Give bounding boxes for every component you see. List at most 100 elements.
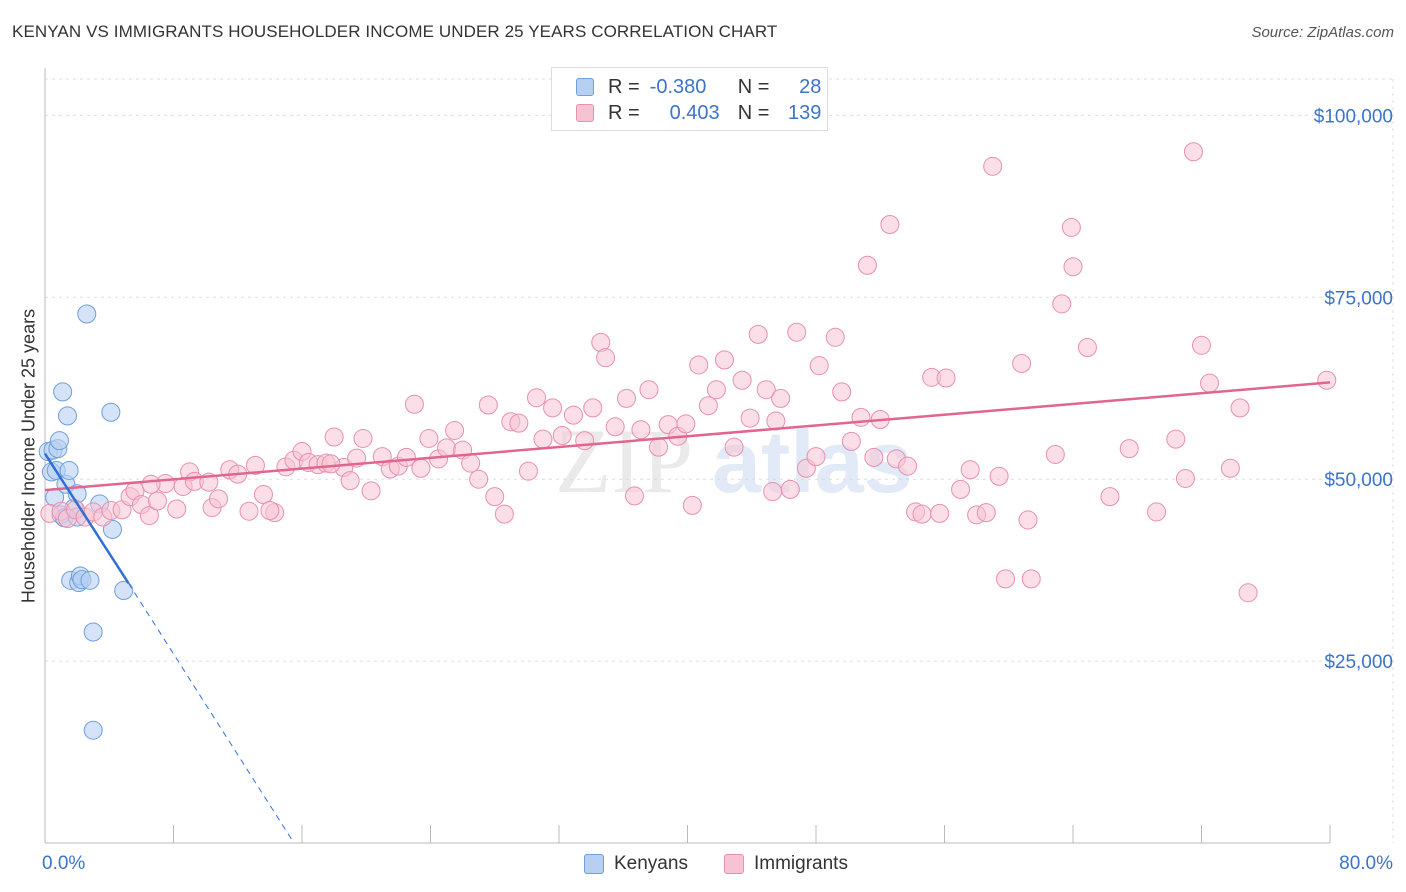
kenyan-point bbox=[57, 406, 77, 426]
legend-n-value: 139 bbox=[788, 101, 822, 124]
kenyan-point bbox=[59, 460, 79, 480]
immigrant-point bbox=[260, 500, 280, 520]
legend-row-kenyans: R = -0.380 N = 28 bbox=[576, 74, 821, 100]
immigrant-point bbox=[724, 437, 744, 457]
legend-r-label: R = bbox=[608, 101, 640, 124]
immigrant-point bbox=[1012, 353, 1032, 373]
immigrant-point bbox=[898, 456, 918, 476]
immigrant-point bbox=[1063, 257, 1083, 277]
immigrant-point bbox=[494, 504, 514, 524]
immigrant-point bbox=[1183, 142, 1203, 162]
immigrant-point bbox=[624, 486, 644, 506]
immigrant-point bbox=[771, 388, 791, 408]
immigrant-point bbox=[996, 569, 1016, 589]
correlation-legend: R = -0.380 N = 28 R = 0.403 N = 139 bbox=[551, 67, 828, 131]
immigrant-point bbox=[880, 215, 900, 235]
immigrant-point bbox=[841, 431, 861, 451]
immigrant-point bbox=[639, 380, 659, 400]
immigrant-point bbox=[1119, 439, 1139, 459]
immigrant-point bbox=[445, 420, 465, 440]
x-tick-label-min: 0.0% bbox=[42, 853, 85, 874]
immigrant-point bbox=[485, 487, 505, 507]
immigrant-point bbox=[976, 503, 996, 523]
immigrant-point bbox=[732, 370, 752, 390]
immigrant-point bbox=[139, 506, 159, 526]
immigrant-point bbox=[809, 356, 829, 376]
immigrant-point bbox=[857, 255, 877, 275]
bottom-legend-kenyans: Kenyans bbox=[584, 851, 688, 877]
y-tick-labels: $25,000 $50,000 $75,000 $100,000 bbox=[1314, 106, 1393, 673]
immigrant-point bbox=[1220, 458, 1240, 478]
kenyans-trend-line bbox=[43, 453, 130, 584]
kenyan-point bbox=[80, 570, 100, 590]
x-tick-labels: 0.0% 80.0% bbox=[42, 853, 1393, 874]
immigrant-point bbox=[245, 455, 265, 475]
y-tick-label: $75,000 bbox=[1324, 288, 1393, 309]
trend-lines bbox=[43, 381, 1331, 844]
immigrant-point bbox=[1021, 569, 1041, 589]
immigrant-point bbox=[1100, 487, 1120, 507]
immigrant-point bbox=[706, 380, 726, 400]
immigrant-point bbox=[1077, 337, 1097, 357]
immigrant-point bbox=[1045, 444, 1065, 464]
axis-layer bbox=[44, 68, 1331, 844]
immigrant-point bbox=[756, 380, 776, 400]
immigrant-point bbox=[936, 368, 956, 388]
immigrant-point bbox=[951, 479, 971, 499]
immigrant-point bbox=[552, 426, 572, 446]
immigrant-point bbox=[437, 438, 457, 458]
legend-r-label: R = bbox=[608, 75, 640, 98]
immigrant-point bbox=[321, 454, 341, 474]
immigrant-point bbox=[533, 429, 553, 449]
kenyan-point bbox=[83, 720, 103, 740]
immigrant-point bbox=[1061, 217, 1081, 237]
immigrants-legend-swatch bbox=[724, 854, 744, 874]
immigrant-point bbox=[324, 427, 344, 447]
immigrant-point bbox=[1166, 429, 1186, 449]
kenyans-swatch bbox=[576, 78, 594, 96]
immigrant-point bbox=[912, 504, 932, 524]
immigrant-point bbox=[1200, 373, 1220, 393]
x-tick-label-max: 80.0% bbox=[1339, 853, 1393, 874]
immigrant-point bbox=[806, 447, 826, 467]
immigrant-point bbox=[740, 408, 760, 428]
immigrant-point bbox=[1052, 294, 1072, 314]
kenyan-point bbox=[49, 431, 69, 451]
immigrant-point bbox=[353, 428, 373, 448]
immigrant-point bbox=[239, 501, 259, 521]
legend-n-value: 28 bbox=[799, 75, 822, 98]
kenyan-point bbox=[53, 382, 73, 402]
immigrant-point bbox=[748, 324, 768, 344]
legend-n-label: N = bbox=[737, 101, 770, 124]
kenyans-legend-swatch bbox=[584, 854, 604, 874]
kenyans-trend-extension bbox=[128, 582, 295, 844]
immigrant-point bbox=[543, 398, 563, 418]
kenyan-point bbox=[83, 622, 103, 642]
immigrant-point bbox=[404, 394, 424, 414]
immigrant-point bbox=[147, 491, 167, 511]
immigrant-point bbox=[141, 474, 161, 494]
legend-row-immigrants: R = 0.403 N = 139 bbox=[576, 100, 821, 126]
immigrant-point bbox=[1317, 370, 1337, 390]
immigrant-point bbox=[575, 431, 595, 451]
immigrant-point bbox=[340, 471, 360, 491]
immigrant-point bbox=[527, 388, 547, 408]
immigrant-point bbox=[787, 322, 807, 342]
immigrant-point bbox=[1018, 510, 1038, 530]
immigrant-point bbox=[616, 388, 636, 408]
immigrant-point bbox=[989, 466, 1009, 486]
immigrant-point bbox=[1230, 398, 1250, 418]
immigrants-points bbox=[40, 142, 1337, 603]
kenyans-legend-label: Kenyans bbox=[614, 853, 688, 874]
immigrants-swatch bbox=[576, 104, 594, 122]
immigrant-point bbox=[469, 469, 489, 489]
immigrant-point bbox=[960, 460, 980, 480]
immigrant-point bbox=[461, 453, 481, 473]
immigrant-point bbox=[583, 398, 603, 418]
kenyan-point bbox=[101, 402, 121, 422]
immigrant-point bbox=[419, 428, 439, 448]
immigrant-point bbox=[631, 420, 651, 440]
immigrant-point bbox=[396, 447, 416, 467]
immigrant-point bbox=[676, 414, 696, 434]
